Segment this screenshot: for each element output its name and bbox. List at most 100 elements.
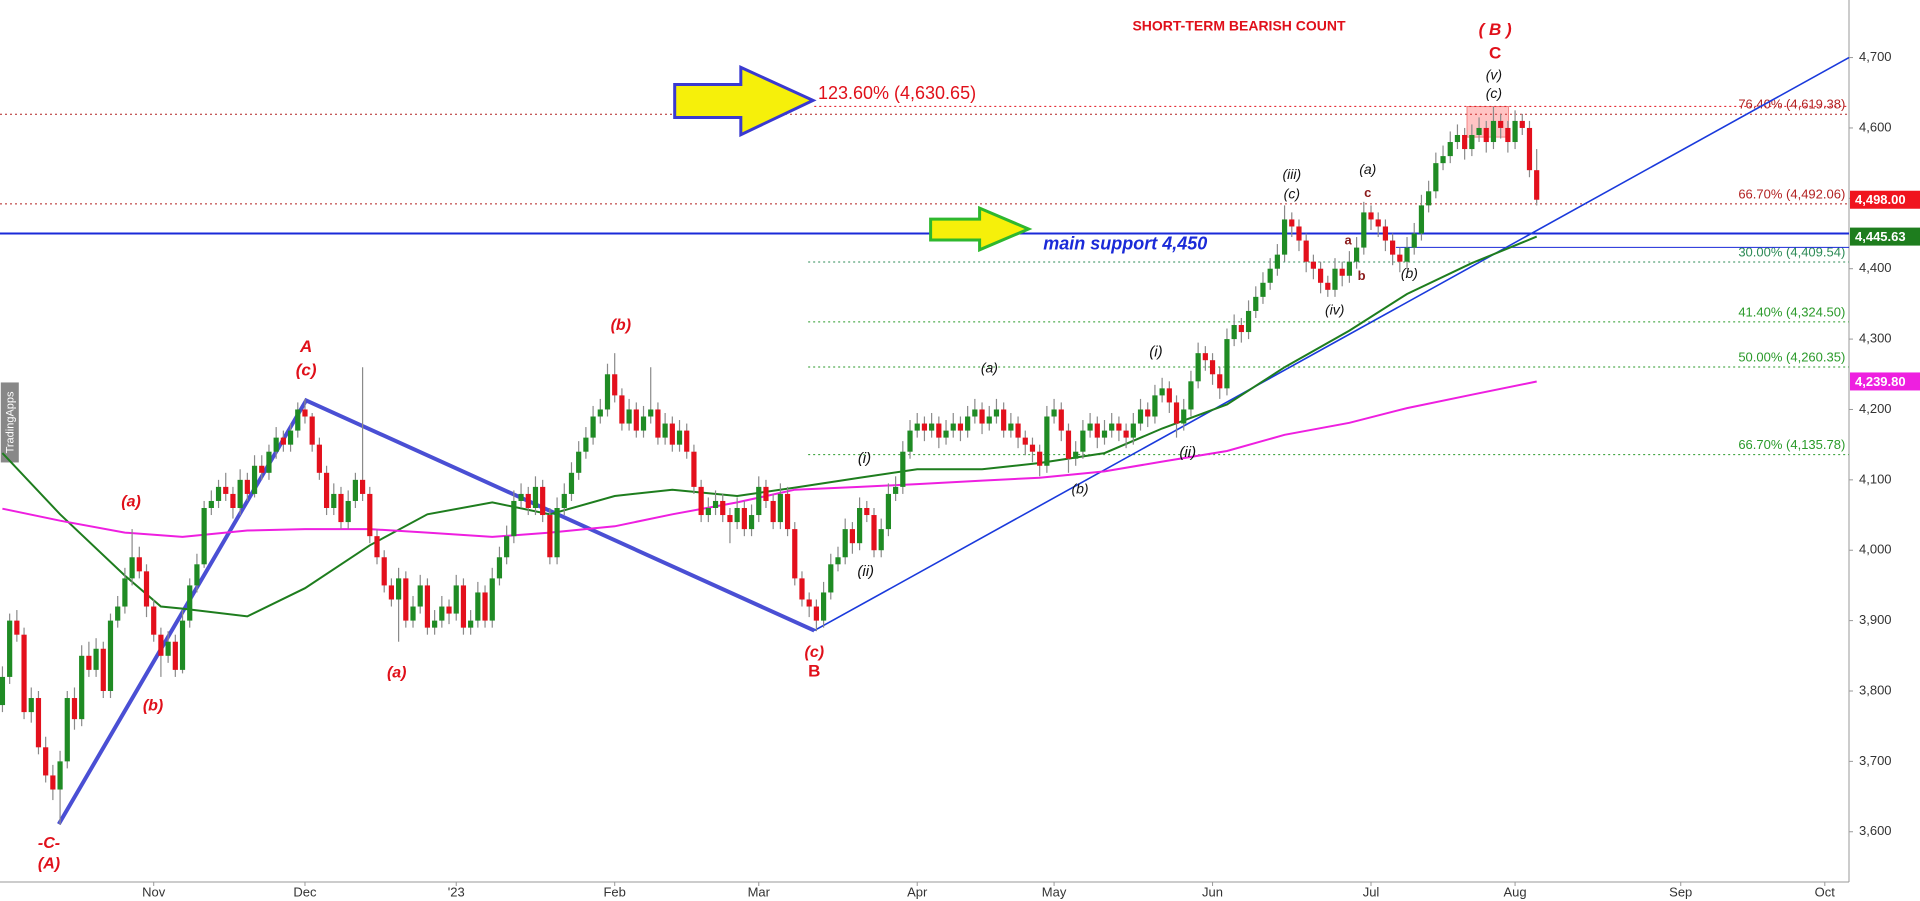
candle-body xyxy=(1404,247,1410,262)
candle-body xyxy=(489,578,495,621)
candle-body xyxy=(359,479,366,494)
candle-body xyxy=(331,493,337,509)
candle-body xyxy=(554,508,560,558)
wave-label: c xyxy=(1364,185,1371,200)
candle-body xyxy=(792,529,798,579)
candle-body xyxy=(662,423,668,438)
candle-body xyxy=(849,529,855,544)
candle-body xyxy=(273,437,279,452)
x-tick-label: May xyxy=(1042,884,1067,899)
candle-body xyxy=(1260,282,1266,297)
candle-body xyxy=(936,423,942,438)
price-tag-label: 4,239.80 xyxy=(1855,374,1906,389)
candle-body xyxy=(1310,261,1316,269)
candle-body xyxy=(403,578,409,621)
moving-average xyxy=(1,235,1538,618)
candle-body xyxy=(1397,254,1403,262)
candle-body xyxy=(1087,423,1093,431)
candle-body xyxy=(1022,437,1028,445)
wave-label: (ii) xyxy=(1179,444,1196,461)
candle-body xyxy=(323,472,330,509)
wave-label: (iii) xyxy=(1283,166,1302,182)
candle-body xyxy=(590,416,596,438)
candle-body xyxy=(655,409,661,438)
candle-body xyxy=(1188,381,1194,410)
candle-body xyxy=(813,606,819,621)
candle-body xyxy=(352,479,358,501)
fib-level-label: 50.00% (4,260.35) xyxy=(1738,349,1845,364)
candle-body xyxy=(1325,282,1331,290)
candle-body xyxy=(1339,268,1345,276)
candle-body xyxy=(900,451,906,487)
candle-body xyxy=(1058,409,1064,431)
candle-body xyxy=(828,564,834,593)
fib-level-label: 76.40% (4,619.38) xyxy=(1738,97,1845,112)
candle-body xyxy=(1375,219,1381,227)
candle-body xyxy=(374,536,380,558)
candle-body xyxy=(1173,402,1180,424)
candle-body xyxy=(179,620,186,670)
candle-body xyxy=(1390,240,1396,255)
y-tick-label: 4,600 xyxy=(1859,119,1892,134)
wave-label: (a) xyxy=(1359,161,1376,177)
candle-body xyxy=(1015,423,1021,438)
candle-body xyxy=(1303,240,1309,262)
candle-body xyxy=(1238,325,1244,333)
candle-body xyxy=(35,698,42,748)
candle-body xyxy=(597,409,603,417)
candle-body xyxy=(482,592,488,621)
candle-body xyxy=(244,479,250,494)
candle-body xyxy=(857,508,863,544)
candle-body xyxy=(287,430,294,445)
wave-label: (c) xyxy=(1486,85,1502,101)
uptrend-line xyxy=(813,56,1850,632)
candle-body xyxy=(820,592,827,621)
candle-body xyxy=(259,465,265,473)
candle-body xyxy=(1080,430,1086,452)
candle-body xyxy=(1073,451,1079,459)
wave-label: (iv) xyxy=(1325,302,1344,318)
candle-body xyxy=(633,409,639,431)
candle-body xyxy=(143,571,150,607)
x-tick-label: Mar xyxy=(748,884,771,899)
candle-body xyxy=(756,486,762,516)
candle-body xyxy=(893,486,899,494)
candle-body xyxy=(251,465,258,494)
candle-body xyxy=(1137,409,1144,424)
candle-body xyxy=(748,515,755,530)
candle-body xyxy=(1101,430,1108,438)
candle-body xyxy=(864,508,870,516)
candle-body xyxy=(561,493,567,509)
candle-body xyxy=(1145,409,1151,417)
candle-body xyxy=(295,409,301,431)
candle-body xyxy=(410,606,416,621)
candle-body xyxy=(741,508,747,530)
wave-label: (b) xyxy=(1071,480,1088,496)
candle-body xyxy=(338,493,344,523)
watermark-bg xyxy=(0,382,19,463)
candle-body xyxy=(7,620,13,677)
candle-body xyxy=(215,486,222,501)
fib-level-label: 30.00% (4,409.54) xyxy=(1738,244,1845,259)
candle-body xyxy=(345,500,351,523)
wave-label: (i) xyxy=(858,450,871,467)
x-tick-label: '23 xyxy=(448,884,465,899)
candle-body xyxy=(691,451,697,487)
candle-body xyxy=(1382,226,1389,241)
candle-body xyxy=(165,641,171,656)
wave-label: (A) xyxy=(38,856,60,873)
candle-body xyxy=(1469,134,1475,150)
wave-label: (v) xyxy=(1486,67,1502,83)
candle-body xyxy=(1217,374,1223,389)
y-tick-label: 4,300 xyxy=(1859,331,1892,346)
candle-body xyxy=(1130,423,1136,438)
y-tick-label: 3,600 xyxy=(1859,823,1892,838)
candle-body xyxy=(432,620,438,628)
candle-body xyxy=(1037,451,1043,466)
candle-body xyxy=(453,585,459,614)
wave-label: (b) xyxy=(1401,265,1418,281)
wave-label: (c) xyxy=(805,644,825,661)
fib-level-label: 66.70% (4,492.06) xyxy=(1738,186,1845,201)
